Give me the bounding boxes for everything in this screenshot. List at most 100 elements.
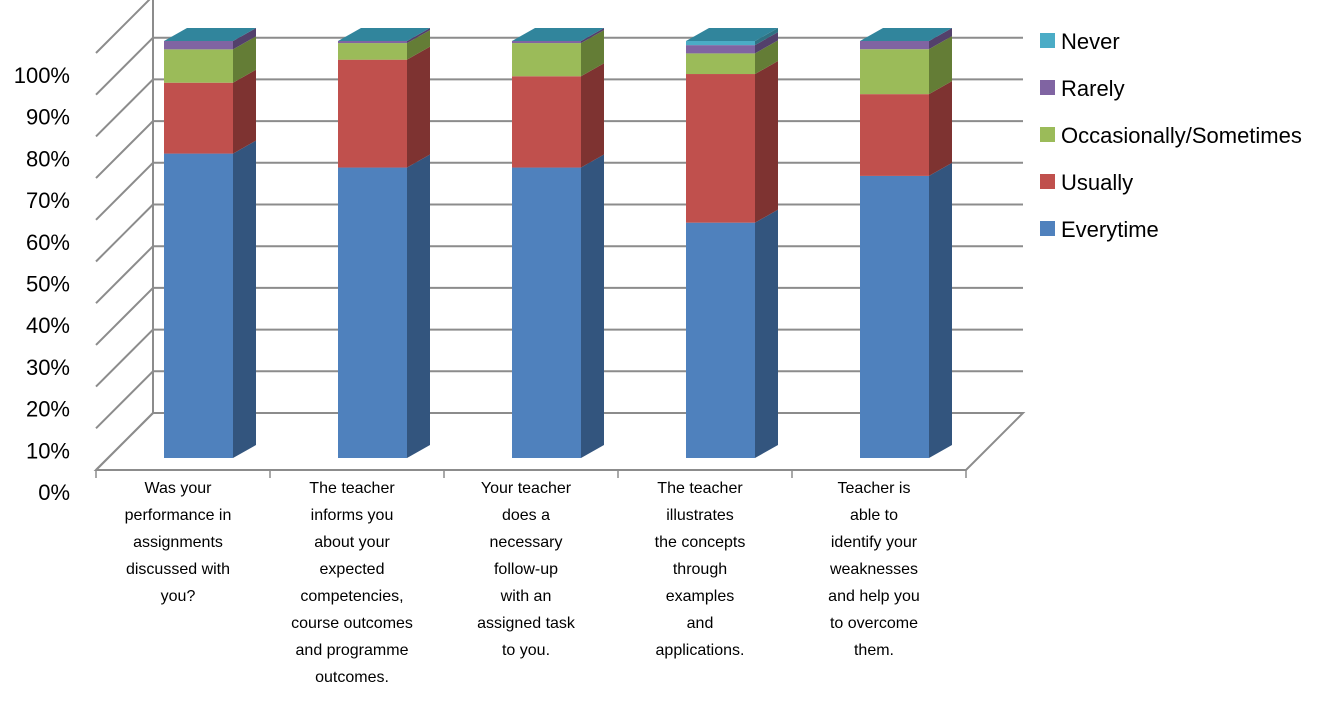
legend-swatch	[1040, 174, 1055, 189]
x-category-label-line: performance in	[125, 507, 232, 524]
x-category-label-line: The teacher	[309, 480, 395, 497]
legend-swatch	[1040, 80, 1055, 95]
side-wall-gridline	[95, 203, 154, 263]
bar-segment-side	[581, 30, 604, 77]
bar-segment-side	[755, 209, 778, 458]
side-wall-gridline	[95, 287, 154, 346]
x-category-label: Was your performance in assignments discuss…	[125, 480, 232, 605]
bar-segment-side	[755, 61, 778, 223]
bar-segment-side	[581, 28, 604, 44]
bar-segment-side	[233, 28, 256, 50]
x-category-label-line: and programme	[296, 642, 409, 659]
x-category-label-line: The teacher	[657, 480, 743, 497]
x-category-label-line: able to	[850, 507, 898, 524]
bar-top-face	[512, 28, 604, 41]
y-tick-label: 40%	[26, 313, 70, 338]
x-category-label-line: discussed with	[126, 561, 230, 578]
legend-swatch	[1040, 127, 1055, 142]
bar-segment-front	[164, 153, 233, 458]
side-wall-gridline	[95, 36, 154, 96]
bar-segment-front	[164, 41, 233, 50]
bar-segment-front	[686, 41, 755, 46]
x-category-label-line: them.	[854, 642, 894, 659]
legend-swatch	[1040, 221, 1055, 236]
x-category-label-line: does a	[502, 507, 550, 524]
x-category-label-line: course outcomes	[291, 615, 413, 632]
bar-segment-side	[929, 28, 952, 50]
bar-segment-side	[755, 40, 778, 75]
bar-segment-side	[581, 154, 604, 458]
bar-segment-front	[338, 59, 407, 168]
x-category-label-line: expected	[320, 561, 385, 578]
bar-segment-front	[686, 45, 755, 54]
x-category-label-line: assigned task	[477, 615, 576, 632]
legend-label: Usually	[1061, 170, 1133, 195]
bar-segment-side	[233, 69, 256, 154]
y-tick-label: 50%	[26, 272, 70, 297]
bar-segment-side	[407, 28, 430, 44]
x-category-label-line: competencies,	[300, 588, 403, 605]
bar-segment-side	[929, 81, 952, 176]
side-wall-gridline	[95, 328, 154, 388]
bar-segment-front	[686, 222, 755, 458]
x-category-label-line: informs you	[311, 507, 394, 524]
x-category-label-line: assignments	[133, 534, 223, 551]
x-category-label-line: and help you	[828, 588, 920, 605]
bar-segment-side	[929, 162, 952, 459]
bar-top-face	[164, 28, 256, 41]
x-category-label-line: about your	[314, 534, 390, 551]
bar-segment-side	[755, 28, 778, 46]
bar-segment-side	[929, 36, 952, 95]
y-tick-label: 80%	[26, 146, 70, 171]
bar-segment-front	[512, 41, 581, 44]
y-axis-tick-labels: 0% 10% 20% 30% 40% 50% 60% 70% 80% 90% 100%	[14, 63, 70, 505]
x-category-label-line: you?	[161, 588, 196, 605]
y-tick-label: 20%	[26, 397, 70, 422]
x-category-label-line: the concepts	[655, 534, 746, 551]
bar-segment-front	[860, 49, 929, 95]
bar-segment-front	[686, 53, 755, 75]
x-category-label: Your teacher does a necessary follow-up with…	[477, 480, 576, 659]
side-wall-gridline	[95, 245, 154, 304]
chart-bars	[164, 28, 952, 459]
y-tick-label: 0%	[38, 480, 70, 505]
y-tick-label: 30%	[26, 355, 70, 380]
bar-segment-front	[338, 43, 407, 60]
x-category-label-line: Your teacher	[481, 480, 572, 497]
x-category-label-line: Teacher is	[838, 480, 911, 497]
bar-segment-front	[164, 82, 233, 154]
bar-stack	[860, 28, 952, 459]
x-category-label-line: identify your	[831, 534, 918, 551]
x-category-label-line: to overcome	[830, 615, 918, 632]
y-tick-label: 60%	[26, 230, 70, 255]
x-axis-category-labels: Was your performance in assignments discuss…	[125, 480, 920, 686]
bar-segment-front	[860, 175, 929, 459]
bar-stack	[686, 28, 778, 458]
legend-label: Occasionally/Sometimes	[1061, 123, 1302, 148]
side-wall-gridline	[95, 162, 154, 221]
x-category-label: The teacher illustrates the concepts throug…	[655, 480, 746, 659]
bar-segment-front	[512, 76, 581, 168]
bar-segment-side	[407, 46, 430, 168]
bar-top-face	[338, 28, 430, 41]
bar-segment-front	[512, 167, 581, 458]
side-wall-gridline	[95, 370, 154, 430]
y-tick-label: 100%	[14, 63, 70, 88]
side-wall-gridline	[95, 120, 154, 179]
y-tick-label: 70%	[26, 188, 70, 213]
bar-segment-side	[233, 36, 256, 83]
bar-segment-front	[860, 41, 929, 50]
x-category-label-line: illustrates	[666, 507, 734, 524]
legend-swatch	[1040, 33, 1055, 48]
bar-segment-front	[338, 41, 407, 44]
bar-segment-side	[233, 140, 256, 458]
chart-legend: Never Rarely Occasionally/Sometimes Usually…	[1040, 29, 1302, 242]
x-category-label: Teacher is able to identify your weaknesses…	[828, 480, 920, 659]
legend-label: Rarely	[1061, 76, 1125, 101]
x-category-label-line: outcomes.	[315, 669, 389, 686]
legend-label: Never	[1061, 29, 1120, 54]
x-category-label-line: and	[687, 615, 714, 632]
legend-label: Everytime	[1061, 217, 1159, 242]
side-wall-gridline	[95, 0, 151, 54]
